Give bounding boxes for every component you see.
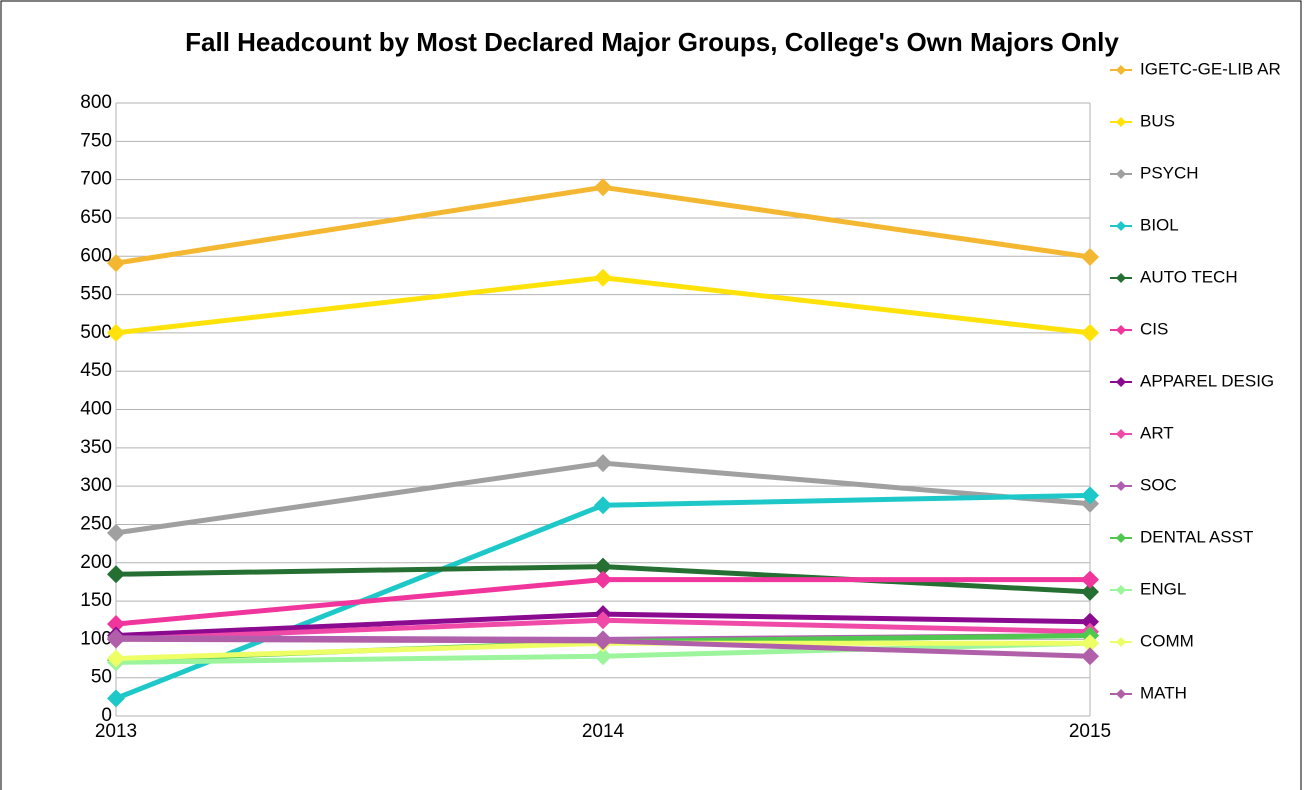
data-point: [1081, 612, 1099, 631]
legend-label: CIS: [1140, 319, 1168, 338]
data-point: [1081, 570, 1099, 589]
data-point: [1081, 323, 1099, 342]
legend-marker: [1116, 689, 1126, 699]
y-tick-label: 300: [80, 475, 112, 496]
legend-marker: [1116, 221, 1126, 231]
data-point: [107, 565, 125, 584]
legend-label: ART: [1140, 423, 1174, 442]
legend-marker: [1116, 429, 1126, 439]
data-point: [107, 615, 125, 634]
legend-label: PSYCH: [1140, 163, 1199, 182]
legend-label: BUS: [1140, 111, 1175, 130]
y-tick-label: 500: [80, 322, 112, 343]
y-tick-label: 650: [80, 207, 112, 228]
data-point: [594, 178, 612, 197]
legend-marker: [1116, 65, 1126, 75]
series-line: [115, 184, 1091, 266]
legend-label: MATH: [1140, 683, 1187, 702]
data-point: [1081, 486, 1099, 505]
x-tick-label: 2015: [1069, 721, 1111, 742]
data-point: [594, 496, 612, 515]
data-point: [594, 647, 612, 666]
data-point: [107, 630, 125, 649]
y-tick-label: 750: [80, 130, 112, 151]
y-tick-label: 200: [80, 552, 112, 573]
x-tick-label: 2013: [95, 721, 137, 742]
data-point: [1081, 647, 1099, 666]
legend-marker: [1116, 637, 1126, 647]
data-point: [594, 268, 612, 287]
y-tick-label: 450: [80, 360, 112, 381]
x-tick-label: 2014: [582, 721, 625, 742]
legend-marker: [1116, 481, 1126, 491]
y-tick-label: 0: [101, 705, 112, 726]
series-line: [115, 492, 1091, 701]
y-tick-label: 50: [91, 667, 112, 688]
data-point: [1081, 248, 1099, 267]
legend-label: DENTAL ASST: [1140, 527, 1253, 546]
data-point: [107, 649, 125, 668]
data-point: [1081, 634, 1099, 653]
legend-label: AUTO TECH: [1140, 267, 1238, 286]
chart-title: Fall Headcount by Most Declared Major Gr…: [185, 27, 1119, 57]
y-tick-label: 350: [80, 437, 112, 458]
y-tick-label: 700: [80, 169, 112, 190]
legend-marker: [1116, 273, 1126, 283]
data-point: [594, 631, 612, 650]
y-tick-label: 250: [80, 513, 112, 534]
legend-label: APPAREL DESIG: [1140, 371, 1274, 390]
legend-marker: [1116, 117, 1126, 127]
legend-marker: [1116, 585, 1126, 595]
data-point: [1081, 582, 1099, 601]
legend-label: SOC: [1140, 475, 1177, 494]
y-tick-label: 100: [80, 628, 112, 649]
data-point: [107, 523, 125, 542]
legend-marker: [1116, 533, 1126, 543]
legend-label: IGETC-GE-LIB AR: [1140, 59, 1281, 78]
data-point: [107, 689, 125, 708]
legend-label: ENGL: [1140, 579, 1186, 598]
data-point: [107, 254, 125, 273]
data-point: [594, 570, 612, 589]
data-point: [107, 323, 125, 342]
legend-label: COMM: [1140, 631, 1194, 650]
legend-marker: [1116, 325, 1126, 335]
y-tick-label: 400: [80, 399, 112, 420]
legend-marker: [1116, 377, 1126, 387]
legend-marker: [1116, 169, 1126, 179]
data-point: [594, 611, 612, 630]
y-tick-label: 150: [80, 590, 112, 611]
y-tick-label: 550: [80, 284, 112, 305]
data-point: [594, 557, 612, 576]
data-point: [594, 454, 612, 473]
y-tick-label: 800: [80, 92, 112, 113]
legend-label: BIOL: [1140, 215, 1179, 234]
y-tick-label: 600: [80, 245, 112, 266]
